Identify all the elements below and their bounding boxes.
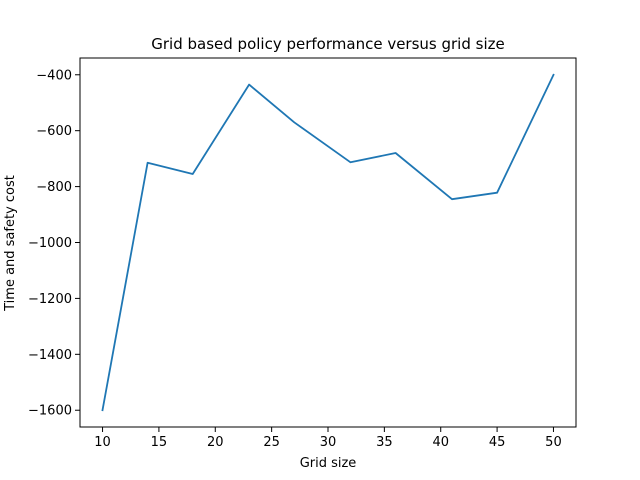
- x-tick-label: 15: [151, 435, 168, 450]
- y-tick-label: −1200: [28, 292, 72, 307]
- x-tick-label: 50: [545, 435, 562, 450]
- y-tick-label: −400: [36, 68, 72, 83]
- x-axis-title: Grid size: [300, 456, 357, 471]
- x-tick-label: 10: [94, 435, 111, 450]
- chart-title: Grid based policy performance versus gri…: [151, 35, 504, 53]
- y-tick-label: −1000: [28, 236, 72, 251]
- y-tick-label: −800: [36, 180, 72, 195]
- y-axis-title: Time and safety cost: [3, 175, 18, 312]
- x-tick-label: 45: [489, 435, 506, 450]
- plot-frame: [79, 57, 577, 428]
- x-axis: 10 15 20 25 30 35 40 45 50: [94, 427, 562, 450]
- y-tick-label: −1600: [28, 404, 72, 419]
- series-layer: [101, 73, 555, 412]
- series-line-0: [101, 73, 555, 412]
- x-tick-label: 25: [263, 435, 280, 450]
- plot-area: [79, 57, 577, 428]
- y-tick-label: −1400: [28, 348, 72, 363]
- y-axis: −1600 −1400 −1200 −1000 −800 −600 −400: [28, 68, 80, 419]
- x-tick-label: 20: [207, 435, 224, 450]
- x-tick-label: 35: [376, 435, 393, 450]
- y-tick-label: −600: [36, 124, 72, 139]
- x-tick-label: 40: [432, 435, 449, 450]
- x-tick-label: 30: [320, 435, 337, 450]
